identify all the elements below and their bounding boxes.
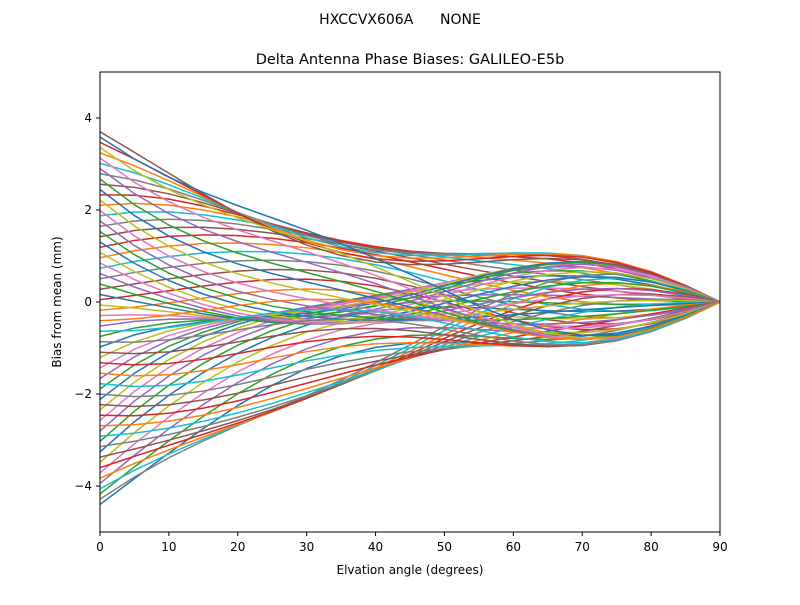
y-tick-label: 2 <box>84 203 92 217</box>
series-line-18 <box>100 280 720 411</box>
y-tick-label: 0 <box>84 295 92 309</box>
series-line-24 <box>100 266 720 380</box>
series-line-36 <box>100 266 720 322</box>
series-line-54 <box>100 220 720 325</box>
series-line-70 <box>100 136 720 337</box>
figure-suptitle: HXCCVX606A NONE <box>319 12 481 28</box>
y-tick-label: −2 <box>74 387 92 401</box>
x-tick-label: 10 <box>161 540 176 554</box>
series-line-67 <box>100 301 720 346</box>
series-line-58 <box>100 199 720 334</box>
x-axis-label: Elvation angle (degrees) <box>337 563 484 577</box>
x-tick-label: 80 <box>643 540 658 554</box>
series-line-52 <box>100 230 720 321</box>
series-line-71 <box>100 298 720 341</box>
series-line-35 <box>100 131 720 303</box>
x-tick-label: 60 <box>506 540 521 554</box>
series-line-31 <box>100 152 720 303</box>
chart-title: Delta Antenna Phase Biases: GALILEO-E5b <box>256 52 565 68</box>
x-tick-label: 20 <box>230 540 245 554</box>
series-line-69 <box>100 301 720 344</box>
series-group <box>100 131 720 506</box>
x-tick-label: 0 <box>96 540 104 554</box>
x-tick-label: 90 <box>712 540 727 554</box>
x-tick-label: 70 <box>575 540 590 554</box>
y-axis-label: Bias from mean (mm) <box>50 236 64 367</box>
x-tick-label: 30 <box>299 540 314 554</box>
series-line-33 <box>100 141 720 303</box>
series-line-60 <box>100 188 720 337</box>
series-line-56 <box>100 209 720 330</box>
y-axis: −4 −2 0 2 4 <box>74 111 100 493</box>
x-tick-label: 40 <box>368 540 383 554</box>
series-line-37 <box>100 273 720 500</box>
y-tick-label: −4 <box>74 479 92 493</box>
y-tick-label: 4 <box>84 111 92 125</box>
x-tick-label: 50 <box>437 540 452 554</box>
series-line-57 <box>100 301 720 398</box>
x-axis: 0 10 20 30 40 50 60 70 80 90 <box>96 532 728 554</box>
